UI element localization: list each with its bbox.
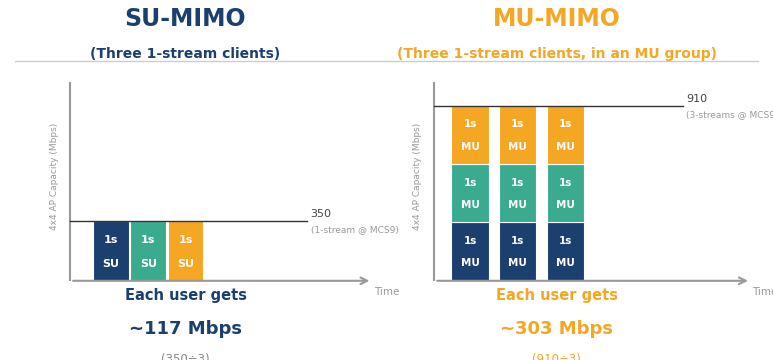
Text: 1s: 1s <box>104 235 118 245</box>
Text: 1s: 1s <box>511 178 524 188</box>
Bar <box>93 221 129 281</box>
Text: Time: Time <box>374 287 400 297</box>
Text: (Three 1-stream clients, in an MU group): (Three 1-stream clients, in an MU group) <box>397 47 717 61</box>
Text: (350÷3): (350÷3) <box>162 353 209 360</box>
Text: MU: MU <box>556 141 575 152</box>
Text: MU: MU <box>509 141 527 152</box>
Text: MU-MIMO: MU-MIMO <box>492 7 621 31</box>
Text: 1s: 1s <box>559 236 572 246</box>
Text: (910÷3): (910÷3) <box>532 353 581 360</box>
Bar <box>131 221 166 281</box>
Text: Time: Time <box>752 287 773 297</box>
Text: Each user gets: Each user gets <box>124 288 247 303</box>
Text: SU: SU <box>140 259 157 269</box>
Text: SU: SU <box>177 259 194 269</box>
Text: 1s: 1s <box>559 178 572 188</box>
Text: MU: MU <box>461 258 479 268</box>
Text: 1s: 1s <box>141 235 155 245</box>
Text: (Three 1-stream clients): (Three 1-stream clients) <box>90 47 281 61</box>
Text: MU: MU <box>556 258 575 268</box>
Bar <box>451 106 489 164</box>
Bar <box>547 222 584 281</box>
Text: MU: MU <box>461 141 479 152</box>
Text: 4x4 AP Capacity (Mbps): 4x4 AP Capacity (Mbps) <box>413 123 422 230</box>
Bar <box>451 164 489 222</box>
Text: 4x4 AP Capacity (Mbps): 4x4 AP Capacity (Mbps) <box>49 123 59 230</box>
Text: MU: MU <box>509 258 527 268</box>
Text: 1s: 1s <box>464 178 477 188</box>
Text: MU: MU <box>509 200 527 210</box>
Text: 1s: 1s <box>511 120 524 130</box>
Bar <box>499 164 536 222</box>
Bar <box>547 164 584 222</box>
Text: SU: SU <box>103 259 119 269</box>
Text: (1-stream @ MCS9): (1-stream @ MCS9) <box>311 225 398 234</box>
Text: 1s: 1s <box>464 236 477 246</box>
Text: 1s: 1s <box>559 120 572 130</box>
Text: SU-MIMO: SU-MIMO <box>124 7 247 31</box>
Text: Each user gets: Each user gets <box>495 288 618 303</box>
Text: (3-streams @ MCS9): (3-streams @ MCS9) <box>686 110 773 119</box>
Text: ~117 Mbps: ~117 Mbps <box>129 320 242 338</box>
Text: 1s: 1s <box>464 120 477 130</box>
Bar <box>451 222 489 281</box>
Bar <box>547 106 584 164</box>
Bar <box>499 106 536 164</box>
Text: 1s: 1s <box>179 235 192 245</box>
Bar <box>168 221 203 281</box>
Text: 1s: 1s <box>511 236 524 246</box>
Bar <box>499 222 536 281</box>
Text: MU: MU <box>461 200 479 210</box>
Text: 350: 350 <box>311 209 332 219</box>
Text: 910: 910 <box>686 94 707 104</box>
Text: ~303 Mbps: ~303 Mbps <box>500 320 613 338</box>
Text: MU: MU <box>556 200 575 210</box>
